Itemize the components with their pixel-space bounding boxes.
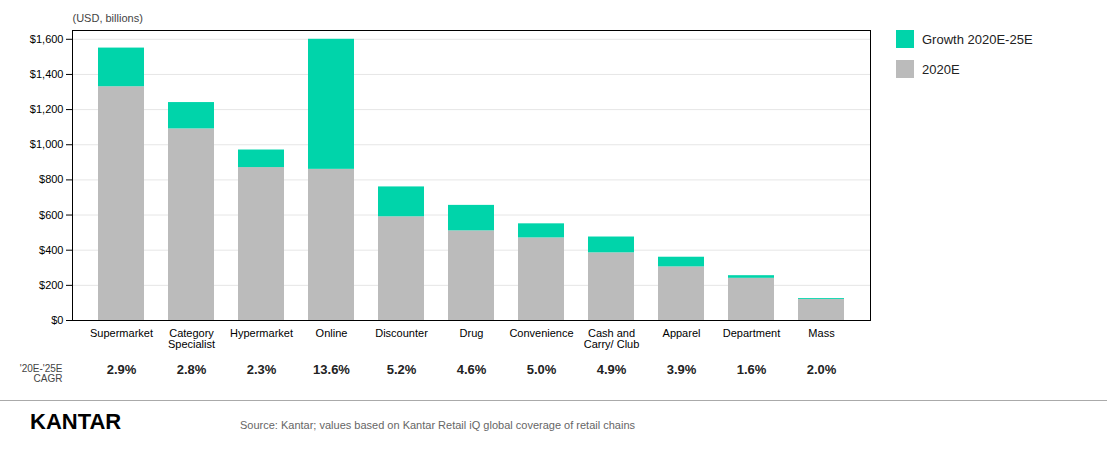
svg-text:$1,400: $1,400 (30, 68, 64, 80)
svg-text:Apparel: Apparel (663, 327, 701, 339)
svg-text:Cash andCarry/ Club: Cash andCarry/ Club (584, 327, 640, 350)
svg-text:2.3%: 2.3% (247, 362, 277, 377)
svg-text:1.6%: 1.6% (737, 362, 767, 377)
svg-text:$1,000: $1,000 (30, 138, 64, 150)
svg-text:CategorySpecialist: CategorySpecialist (168, 327, 215, 350)
svg-text:5.2%: 5.2% (387, 362, 417, 377)
svg-text:5.0%: 5.0% (527, 362, 557, 377)
svg-text:2.0%: 2.0% (807, 362, 837, 377)
svg-text:$200: $200 (39, 279, 63, 291)
svg-text:$1,200: $1,200 (30, 103, 64, 115)
svg-text:Drug: Drug (460, 327, 484, 339)
svg-text:$0: $0 (51, 314, 63, 326)
svg-text:Online: Online (316, 327, 348, 339)
svg-text:Hypermarket: Hypermarket (230, 327, 293, 339)
svg-text:$800: $800 (39, 173, 63, 185)
svg-text:4.9%: 4.9% (597, 362, 627, 377)
svg-text:13.6%: 13.6% (313, 362, 350, 377)
html-text:Source: Kantar; values based o: Source: Kantar; values based on Kantar R… (240, 419, 635, 431)
html-text:2020E: 2020E (922, 61, 960, 77)
svg-text:2.8%: 2.8% (177, 362, 207, 377)
svg-text:Department: Department (723, 327, 780, 339)
svg-text:4.6%: 4.6% (457, 362, 487, 377)
svg-text:Discounter: Discounter (375, 327, 428, 339)
svg-text:Convenience: Convenience (509, 327, 573, 339)
html-text:KANTAR: KANTAR (30, 409, 122, 434)
svg-text:3.9%: 3.9% (667, 362, 697, 377)
html-text:Growth 2020E-25E: Growth 2020E-25E (922, 31, 1033, 47)
svg-text:Mass: Mass (808, 327, 835, 339)
svg-text:Supermarket: Supermarket (90, 327, 153, 339)
svg-text:'20E-'25ECAGR: '20E-'25ECAGR (20, 363, 63, 384)
svg-text:$1,600: $1,600 (30, 33, 64, 45)
svg-text:$400: $400 (39, 244, 63, 256)
svg-text:$600: $600 (39, 209, 63, 221)
svg-text:2.9%: 2.9% (107, 362, 137, 377)
svg-text:(USD, billions): (USD, billions) (73, 12, 143, 24)
